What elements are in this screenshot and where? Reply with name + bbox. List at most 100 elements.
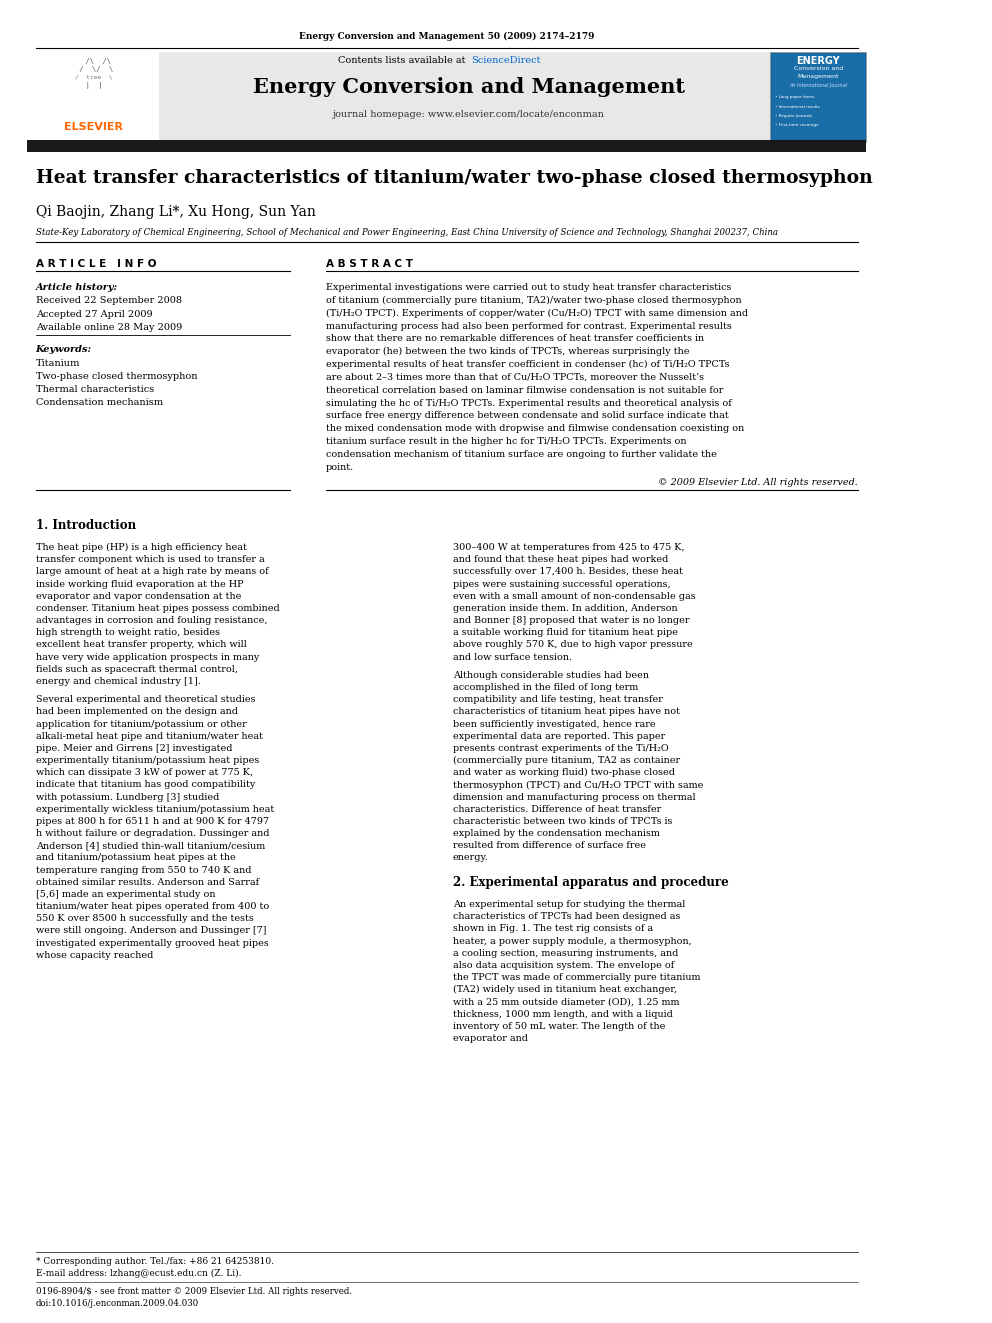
Text: and water as working fluid) two-phase closed: and water as working fluid) two-phase cl… — [453, 769, 675, 778]
Text: Experimental investigations were carried out to study heat transfer characterist: Experimental investigations were carried… — [326, 283, 731, 292]
Text: E-mail address: lzhang@ecust.edu.cn (Z. Li).: E-mail address: lzhang@ecust.edu.cn (Z. … — [36, 1269, 241, 1278]
Text: pipe. Meier and Girrens [2] investigated: pipe. Meier and Girrens [2] investigated — [36, 744, 232, 753]
Text: A B S T R A C T: A B S T R A C T — [326, 259, 413, 270]
Text: explained by the condensation mechanism: explained by the condensation mechanism — [453, 830, 660, 839]
Text: were still ongoing. Anderson and Dussinger [7]: were still ongoing. Anderson and Dussing… — [36, 926, 266, 935]
Text: had been implemented on the design and: had been implemented on the design and — [36, 708, 238, 717]
Text: with a 25 mm outside diameter (OD), 1.25 mm: with a 25 mm outside diameter (OD), 1.25… — [453, 998, 680, 1007]
Text: high strength to weight ratio, besides: high strength to weight ratio, besides — [36, 628, 220, 638]
Text: /\  /\: /\ /\ — [76, 58, 111, 65]
Text: 1. Introduction: 1. Introduction — [36, 520, 136, 532]
FancyBboxPatch shape — [772, 54, 865, 139]
Text: generation inside them. In addition, Anderson: generation inside them. In addition, And… — [453, 605, 678, 613]
Text: * Corresponding author. Tel./fax: +86 21 64253810.: * Corresponding author. Tel./fax: +86 21… — [36, 1257, 274, 1266]
Text: The heat pipe (HP) is a high efficiency heat: The heat pipe (HP) is a high efficiency … — [36, 544, 247, 552]
Text: the mixed condensation mode with dropwise and filmwise condensation coexisting o: the mixed condensation mode with dropwis… — [326, 425, 744, 434]
Text: have very wide application prospects in many: have very wide application prospects in … — [36, 652, 259, 662]
Text: are about 2–3 times more than that of Cu/H₂O TPCTs, moreover the Nusselt’s: are about 2–3 times more than that of Cu… — [326, 373, 704, 382]
Text: An experimental setup for studying the thermal: An experimental setup for studying the t… — [453, 900, 685, 909]
Text: (TA2) widely used in titanium heat exchanger,: (TA2) widely used in titanium heat excha… — [453, 986, 677, 995]
Text: 0196-8904/$ - see front matter © 2009 Elsevier Ltd. All rights reserved.: 0196-8904/$ - see front matter © 2009 El… — [36, 1287, 352, 1297]
Text: experimental data are reported. This paper: experimental data are reported. This pap… — [453, 732, 666, 741]
Text: thermosyphon (TPCT) and Cu/H₂O TPCT with same: thermosyphon (TPCT) and Cu/H₂O TPCT with… — [453, 781, 703, 790]
Text: © 2009 Elsevier Ltd. All rights reserved.: © 2009 Elsevier Ltd. All rights reserved… — [658, 479, 857, 487]
Text: resulted from difference of surface free: resulted from difference of surface free — [453, 841, 646, 851]
Text: and titanium/potassium heat pipes at the: and titanium/potassium heat pipes at the — [36, 853, 235, 863]
Text: Titanium: Titanium — [36, 359, 80, 368]
Text: the TPCT was made of commercially pure titanium: the TPCT was made of commercially pure t… — [453, 974, 700, 982]
Text: presents contrast experiments of the Ti/H₂O: presents contrast experiments of the Ti/… — [453, 744, 669, 753]
Text: simulating the hc of Ti/H₂O TPCTs. Experimental results and theoretical analysis: simulating the hc of Ti/H₂O TPCTs. Exper… — [326, 398, 732, 407]
Text: Heat transfer characteristics of titanium/water two-phase closed thermosyphon: Heat transfer characteristics of titaniu… — [36, 169, 873, 188]
Text: An International Journal: An International Journal — [790, 83, 847, 89]
Text: ENERGY: ENERGY — [797, 56, 840, 66]
Text: inventory of 50 mL water. The length of the: inventory of 50 mL water. The length of … — [453, 1021, 666, 1031]
Text: large amount of heat at a high rate by means of: large amount of heat at a high rate by m… — [36, 568, 269, 577]
Text: condensation mechanism of titanium surface are ongoing to further validate the: condensation mechanism of titanium surfa… — [326, 450, 717, 459]
Text: of titanium (commercially pure titanium, TA2)/water two-phase closed thermosypho: of titanium (commercially pure titanium,… — [326, 296, 742, 306]
Text: a cooling section, measuring instruments, and: a cooling section, measuring instruments… — [453, 949, 679, 958]
Text: temperature ranging from 550 to 740 K and: temperature ranging from 550 to 740 K an… — [36, 865, 251, 875]
Text: successfully over 17,400 h. Besides, these heat: successfully over 17,400 h. Besides, the… — [453, 568, 682, 577]
Text: pipes were sustaining successful operations,: pipes were sustaining successful operati… — [453, 579, 671, 589]
Text: above roughly 570 K, due to high vapor pressure: above roughly 570 K, due to high vapor p… — [453, 640, 692, 650]
Text: thickness, 1000 mm length, and with a liquid: thickness, 1000 mm length, and with a li… — [453, 1009, 673, 1019]
Text: condenser. Titanium heat pipes possess combined: condenser. Titanium heat pipes possess c… — [36, 605, 280, 613]
Text: Energy Conversion and Management 50 (2009) 2174–2179: Energy Conversion and Management 50 (200… — [299, 32, 594, 41]
Text: whose capacity reached: whose capacity reached — [36, 951, 153, 960]
Text: theoretical correlation based on laminar filmwise condensation is not suitable f: theoretical correlation based on laminar… — [326, 386, 723, 394]
Text: application for titanium/potassium or other: application for titanium/potassium or ot… — [36, 720, 246, 729]
Text: A R T I C L E   I N F O: A R T I C L E I N F O — [36, 259, 156, 270]
Text: Received 22 September 2008: Received 22 September 2008 — [36, 296, 182, 306]
Text: which can dissipate 3 kW of power at 775 K,: which can dissipate 3 kW of power at 775… — [36, 769, 253, 778]
Text: excellent heat transfer property, which will: excellent heat transfer property, which … — [36, 640, 247, 650]
Text: Management: Management — [798, 74, 839, 79]
FancyBboxPatch shape — [27, 52, 866, 142]
Text: Accepted 27 April 2009: Accepted 27 April 2009 — [36, 310, 153, 319]
Text: • First-time coverage: • First-time coverage — [776, 123, 819, 127]
Text: even with a small amount of non-condensable gas: even with a small amount of non-condensa… — [453, 591, 695, 601]
Text: also data acquisition system. The envelope of: also data acquisition system. The envelo… — [453, 960, 675, 970]
Text: (Ti/H₂O TPCT). Experiments of copper/water (Cu/H₂O) TPCT with same dimension and: (Ti/H₂O TPCT). Experiments of copper/wat… — [326, 308, 748, 318]
Text: dimension and manufacturing process on thermal: dimension and manufacturing process on t… — [453, 792, 695, 802]
Text: State-Key Laboratory of Chemical Engineering, School of Mechanical and Power Eng: State-Key Laboratory of Chemical Enginee… — [36, 228, 778, 237]
Text: fields such as spacecraft thermal control,: fields such as spacecraft thermal contro… — [36, 665, 238, 673]
Text: accomplished in the filed of long term: accomplished in the filed of long term — [453, 683, 638, 692]
Text: indicate that titanium has good compatibility: indicate that titanium has good compatib… — [36, 781, 255, 790]
Text: 2. Experimental apparatus and procedure: 2. Experimental apparatus and procedure — [453, 876, 729, 889]
Text: Two-phase closed thermosyphon: Two-phase closed thermosyphon — [36, 372, 197, 381]
Text: Condensation mechanism: Condensation mechanism — [36, 398, 163, 407]
Text: point.: point. — [326, 463, 354, 472]
Text: ScienceDirect: ScienceDirect — [471, 56, 541, 65]
Text: [5,6] made an experimental study on: [5,6] made an experimental study on — [36, 890, 215, 900]
Text: /  \/  \: / \/ \ — [74, 66, 113, 73]
Text: compatibility and life testing, heat transfer: compatibility and life testing, heat tra… — [453, 696, 663, 704]
Text: |  |: | | — [72, 82, 115, 89]
Text: manufacturing process had also been performed for contrast. Experimental results: manufacturing process had also been perf… — [326, 321, 732, 331]
Text: advantages in corrosion and fouling resistance,: advantages in corrosion and fouling resi… — [36, 617, 267, 626]
Text: shown in Fig. 1. The test rig consists of a: shown in Fig. 1. The test rig consists o… — [453, 925, 653, 934]
Text: with potassium. Lundberg [3] studied: with potassium. Lundberg [3] studied — [36, 792, 219, 802]
Text: titanium surface result in the higher hc for Ti/H₂O TPCTs. Experiments on: titanium surface result in the higher hc… — [326, 437, 686, 446]
Text: evaporator and vapor condensation at the: evaporator and vapor condensation at the — [36, 591, 241, 601]
Text: • Regular journals: • Regular journals — [776, 114, 812, 118]
FancyBboxPatch shape — [770, 52, 866, 142]
Text: • International results: • International results — [776, 105, 820, 108]
Text: show that there are no remarkable differences of heat transfer coefficients in: show that there are no remarkable differ… — [326, 335, 704, 344]
Text: Qi Baojin, Zhang Li*, Xu Hong, Sun Yan: Qi Baojin, Zhang Li*, Xu Hong, Sun Yan — [36, 205, 315, 220]
Text: 300–400 W at temperatures from 425 to 475 K,: 300–400 W at temperatures from 425 to 47… — [453, 544, 684, 552]
Text: Several experimental and theoretical studies: Several experimental and theoretical stu… — [36, 696, 255, 704]
Text: characteristics of titanium heat pipes have not: characteristics of titanium heat pipes h… — [453, 708, 680, 717]
Text: ELSEVIER: ELSEVIER — [64, 122, 123, 132]
Text: Energy Conversion and Management: Energy Conversion and Management — [253, 77, 685, 97]
Text: characteristic between two kinds of TPCTs is: characteristic between two kinds of TPCT… — [453, 818, 673, 826]
Text: /  tree  \: / tree \ — [75, 74, 112, 79]
Text: (commercially pure titanium, TA2 as container: (commercially pure titanium, TA2 as cont… — [453, 757, 681, 765]
Text: Conversion and: Conversion and — [794, 66, 843, 71]
Text: a suitable working fluid for titanium heat pipe: a suitable working fluid for titanium he… — [453, 628, 678, 638]
Text: Keywords:: Keywords: — [36, 345, 92, 355]
Text: experimentally wickless titanium/potassium heat: experimentally wickless titanium/potassi… — [36, 804, 274, 814]
Text: journal homepage: www.elsevier.com/locate/enconman: journal homepage: www.elsevier.com/locat… — [333, 110, 605, 119]
Text: doi:10.1016/j.enconman.2009.04.030: doi:10.1016/j.enconman.2009.04.030 — [36, 1299, 199, 1308]
Text: • Long paper items: • Long paper items — [776, 95, 814, 99]
